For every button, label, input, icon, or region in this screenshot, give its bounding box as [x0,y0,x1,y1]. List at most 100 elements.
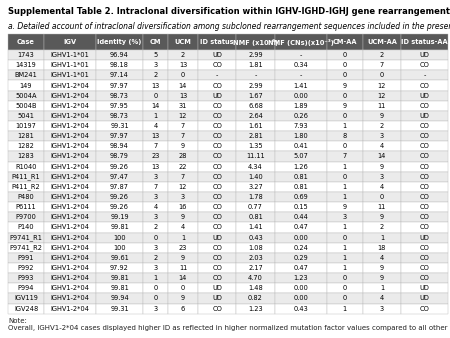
Text: UD: UD [212,93,222,99]
Bar [198,172,236,182]
Text: 4: 4 [380,143,384,149]
Bar [363,60,401,70]
Bar [327,243,363,253]
Bar [96,222,143,233]
Text: UD: UD [212,295,222,301]
Text: 7: 7 [181,123,185,129]
Text: UD: UD [419,52,429,58]
Text: 3: 3 [153,245,158,251]
Bar [236,162,274,172]
Bar [8,222,44,233]
Text: 2.81: 2.81 [248,133,263,139]
Text: 100: 100 [113,245,126,251]
Text: CO: CO [212,194,222,200]
Bar [274,151,327,162]
Bar [168,202,198,212]
Text: 1: 1 [343,265,347,271]
Text: 0.81: 0.81 [293,184,308,190]
Bar [96,60,143,70]
Bar [327,50,363,60]
Bar [401,293,448,304]
Bar [274,172,327,182]
Bar [401,263,448,273]
Bar [44,233,96,243]
Bar [363,253,401,263]
Bar [8,131,44,141]
Bar [96,212,143,222]
Bar [143,162,168,172]
Bar [198,293,236,304]
Text: 9: 9 [343,82,347,89]
Bar [327,121,363,131]
Bar [327,60,363,70]
Text: 1.81: 1.81 [248,62,263,68]
Text: CO: CO [212,123,222,129]
Bar [44,141,96,151]
Text: 0: 0 [343,143,347,149]
Text: Supplemental Table 2. Intraclonal diversification within IGHV-IGHD-IGHJ gene rea: Supplemental Table 2. Intraclonal divers… [8,7,450,17]
Bar [143,121,168,131]
Text: IGHV1-2*04: IGHV1-2*04 [50,285,90,291]
Bar [236,243,274,253]
Bar [198,162,236,172]
Text: 97.47: 97.47 [110,174,129,180]
Text: IGV: IGV [63,39,76,45]
Text: 1: 1 [380,235,384,241]
Bar [401,101,448,111]
Text: 1: 1 [380,285,384,291]
Text: 0: 0 [343,235,347,241]
Bar [8,263,44,273]
Text: IGHV1-2*04: IGHV1-2*04 [50,93,90,99]
Bar [96,263,143,273]
Bar [274,273,327,283]
Text: IGHV1-2*04: IGHV1-2*04 [50,184,90,190]
Bar [8,172,44,182]
Text: 0: 0 [153,285,157,291]
Bar [168,70,198,80]
Text: Case: Case [17,39,35,45]
Text: 16: 16 [179,204,187,210]
Bar [143,80,168,91]
Bar [198,212,236,222]
Bar [401,34,448,50]
Bar [8,91,44,101]
Bar [401,151,448,162]
Text: 2.64: 2.64 [248,113,263,119]
Text: -: - [423,72,426,78]
Text: IGV248: IGV248 [14,306,38,312]
Bar [236,91,274,101]
Text: CO: CO [212,204,222,210]
Bar [44,91,96,101]
Bar [8,111,44,121]
Text: CO: CO [212,255,222,261]
Bar [168,101,198,111]
Text: 2: 2 [380,52,384,58]
Text: 99.26: 99.26 [110,164,129,170]
Text: IGHV1-2*04: IGHV1-2*04 [50,214,90,220]
Text: CO: CO [212,62,222,68]
Text: -: - [300,72,302,78]
Text: 100: 100 [113,235,126,241]
Text: 7: 7 [343,153,347,160]
Bar [327,101,363,111]
Text: 0: 0 [343,93,347,99]
Bar [236,273,274,283]
Text: 98.94: 98.94 [110,143,129,149]
Text: 0.29: 0.29 [293,255,308,261]
Bar [96,233,143,243]
Bar [44,304,96,314]
Bar [327,304,363,314]
Bar [96,192,143,202]
Bar [327,80,363,91]
Bar [44,283,96,293]
Bar [274,182,327,192]
Bar [236,131,274,141]
Bar [327,293,363,304]
Text: 0: 0 [181,72,185,78]
Text: 9: 9 [181,255,185,261]
Bar [44,80,96,91]
Text: CO: CO [419,184,429,190]
Bar [8,212,44,222]
Text: 2: 2 [153,255,157,261]
Text: 9: 9 [343,204,347,210]
